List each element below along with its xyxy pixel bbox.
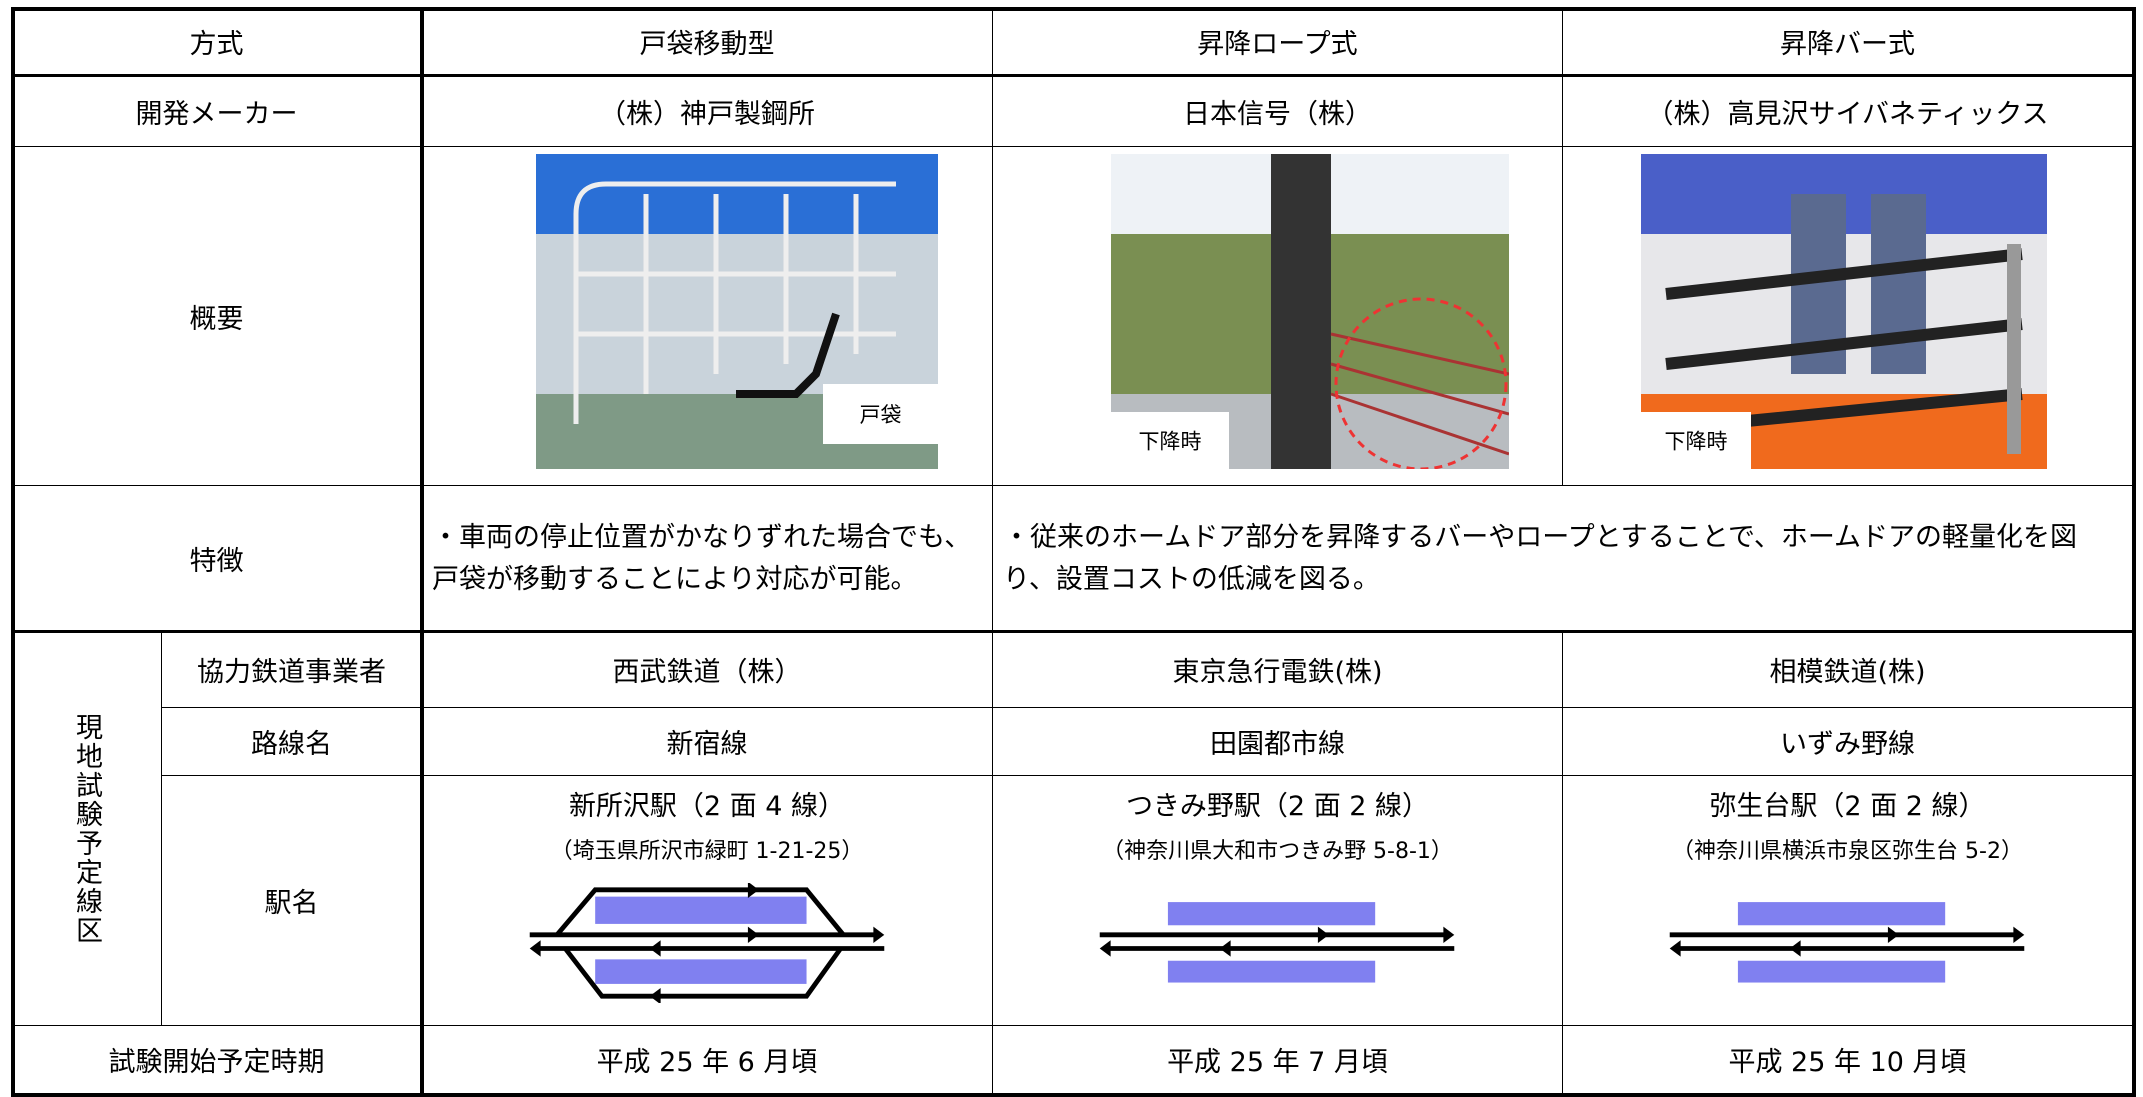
photo: 下降時 <box>1111 154 1509 469</box>
table-cell: いずみ野線 <box>1562 707 2133 776</box>
row-label: 試験開始予定時期 <box>11 1025 422 1094</box>
header-cell: 戸袋移動型 <box>421 7 993 76</box>
row-label: 概要 <box>11 146 422 486</box>
border-line <box>11 74 2132 77</box>
table-cell: 平成 25 年 7 月頃 <box>992 1025 1563 1094</box>
border-line <box>11 1093 2135 1097</box>
photo: 戸袋 <box>536 154 938 469</box>
table-cell: 田園都市線 <box>992 707 1563 776</box>
station-address: （埼玉県所沢市緑町 1-21-25） <box>550 839 864 864</box>
row-label: 協力鉄道事業者 <box>161 631 422 708</box>
station-address: （神奈川県大和市つきみ野 5-8-1） <box>1102 839 1453 864</box>
photo: 下降時 <box>1641 154 2047 469</box>
table-cell: （株）高見沢サイバネティックス <box>1562 75 2133 147</box>
station-cell: つきみ野駅（2 面 2 線） （神奈川県大和市つきみ野 5-8-1） <box>992 775 1563 1026</box>
header-cell: 昇降バー式 <box>1562 7 2133 76</box>
station-name: 弥生台駅（2 面 2 線） <box>1709 791 1986 822</box>
group-label: 現地試験予定線区 <box>11 631 162 1026</box>
photo-label: 下降時 <box>1139 430 1202 454</box>
table-cell: 新宿線 <box>421 707 993 776</box>
track-diagram <box>1099 902 1455 983</box>
photo-label-box <box>1641 412 1751 469</box>
photo-label-box <box>823 384 938 444</box>
feature-text: ・従来のホームドア部分を昇降するバーやロープとすることで、ホームドアの軽量化を図… <box>992 485 2133 632</box>
table-cell: 日本信号（株） <box>992 75 1563 147</box>
photo-label: 戸袋 <box>860 403 902 427</box>
row-label: 特徴 <box>11 485 422 632</box>
table-cell: 平成 25 年 10 月頃 <box>1562 1025 2133 1094</box>
row-label: 開発メーカー <box>11 75 422 147</box>
row-label: 路線名 <box>161 707 422 776</box>
header-cell: 昇降ロープ式 <box>992 7 1563 76</box>
track-diagram <box>1669 902 2025 983</box>
feature-text: ・車両の停止位置がかなりずれた場合でも、戸袋が移動することにより対応が可能。 <box>421 485 993 632</box>
border-line <box>11 7 15 1093</box>
border-line <box>420 7 424 1093</box>
border-line <box>11 7 2135 11</box>
table-cell: 平成 25 年 6 月頃 <box>421 1025 993 1094</box>
station-address: （神奈川県横浜市泉区弥生台 5-2） <box>1672 839 2023 864</box>
table-cell: 相模鉄道(株) <box>1562 631 2133 708</box>
border-line <box>2132 7 2136 1097</box>
station-cell: 新所沢駅（2 面 4 線） （埼玉県所沢市緑町 1-21-25） <box>421 775 993 1026</box>
track-diagram <box>529 883 884 1003</box>
border-line <box>11 630 2132 633</box>
table-cell: 東京急行電鉄(株) <box>992 631 1563 708</box>
row-label: 駅名 <box>161 775 422 1026</box>
station-cell: 弥生台駅（2 面 2 線） （神奈川県横浜市泉区弥生台 5-2） <box>1562 775 2133 1026</box>
table-cell: （株）神戸製鋼所 <box>421 75 993 147</box>
station-name: つきみ野駅（2 面 2 線） <box>1125 791 1430 822</box>
photo-label-box <box>1111 412 1229 469</box>
header-cell: 方式 <box>11 7 422 76</box>
photo-label: 下降時 <box>1665 430 1728 454</box>
table-cell: 西武鉄道（株） <box>421 631 993 708</box>
station-name: 新所沢駅（2 面 4 線） <box>568 791 846 822</box>
